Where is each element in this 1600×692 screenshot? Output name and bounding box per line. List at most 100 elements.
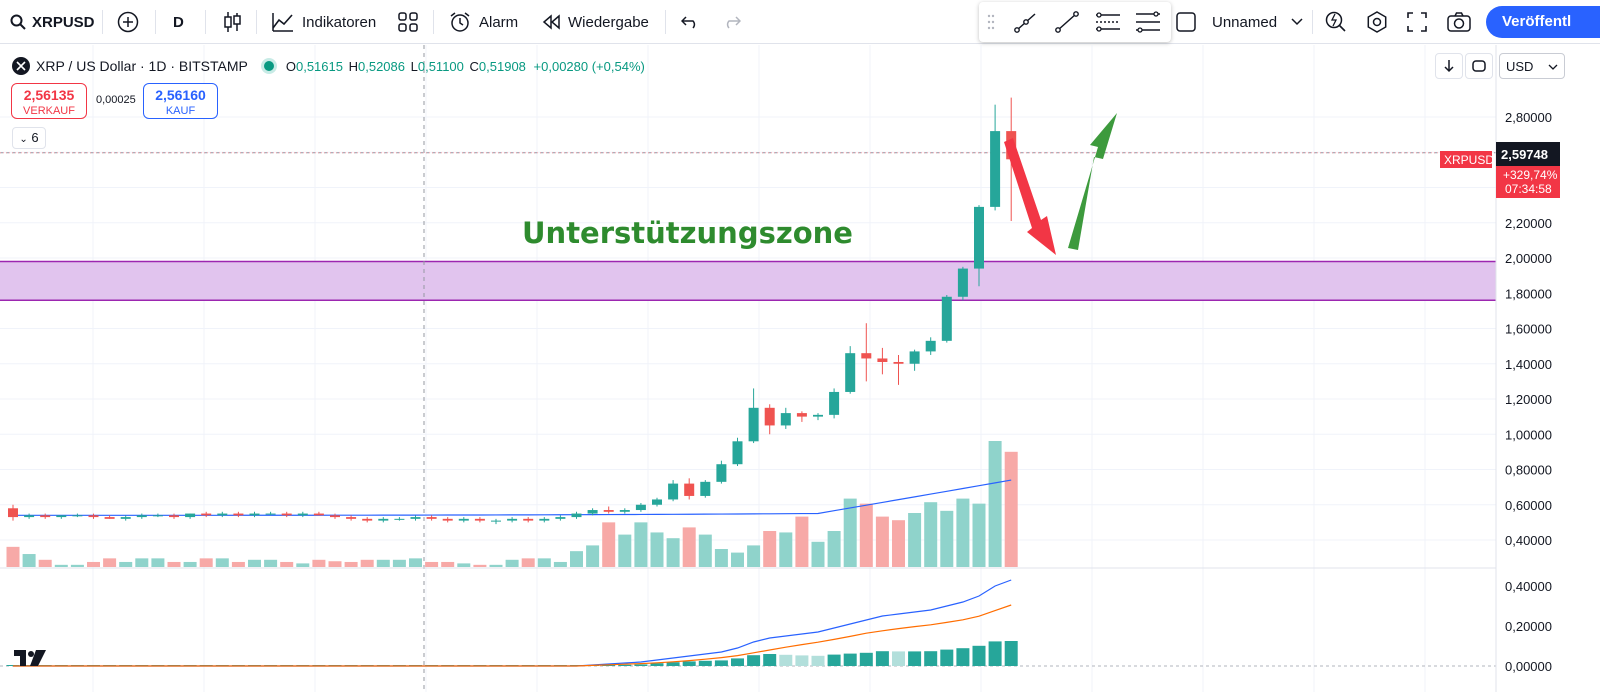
redo-button[interactable] xyxy=(723,0,741,44)
volume-bar xyxy=(553,561,567,567)
fullscreen-button[interactable] xyxy=(1407,0,1427,44)
candle-body xyxy=(217,513,228,516)
macd-hist-bar xyxy=(618,664,632,666)
candle-body xyxy=(893,361,904,364)
macd-tick-label: 0,00000 xyxy=(1505,659,1552,674)
tradingview-logo xyxy=(14,650,46,666)
green-up-arrow-icon xyxy=(1068,113,1117,250)
support-zone[interactable] xyxy=(0,261,1496,301)
ray-tool[interactable] xyxy=(1055,11,1079,38)
candle xyxy=(571,511,582,519)
market-status-dot[interactable] xyxy=(263,61,274,71)
price-chart[interactable]: Unterstützungszone 2,800002,600002,40000… xyxy=(0,45,1600,692)
ohlc-high-label: H xyxy=(348,58,358,74)
chart-type-button[interactable] xyxy=(222,0,242,44)
candle-body xyxy=(925,340,936,352)
spread-value: 0,00025 xyxy=(96,94,136,106)
volume-bar xyxy=(119,561,133,567)
volume-bar xyxy=(602,522,616,567)
volume-bar xyxy=(747,545,761,567)
macd-hist-bar xyxy=(875,651,889,666)
square-icon xyxy=(1176,12,1196,32)
grid-icon xyxy=(398,12,418,32)
candle xyxy=(233,511,244,518)
ohlc-close-value: 0,51908 xyxy=(478,58,526,74)
fib-tool[interactable] xyxy=(1135,11,1161,38)
axis-current-change: +329,74% xyxy=(1503,168,1558,182)
indicators-label: Indikatoren xyxy=(302,13,377,31)
volume-bar xyxy=(618,534,632,567)
macd-axis[interactable]: 0,40000 0,20000 0,00000 xyxy=(1505,579,1552,674)
volume-bar xyxy=(328,561,342,567)
layout-name: Unnamed xyxy=(1212,13,1278,31)
candle xyxy=(136,513,147,519)
parallel-channel-tool[interactable] xyxy=(1095,11,1121,38)
plus-circle-icon xyxy=(117,11,139,33)
fib-retracement-icon xyxy=(1136,11,1160,33)
candlestick-series xyxy=(8,97,1017,525)
snapshot-button[interactable] xyxy=(1447,0,1471,44)
axis-symbol-label: XRPUSD xyxy=(1444,153,1494,167)
support-zone-label: Unterstützungszone xyxy=(522,216,853,250)
macd-hist-bar xyxy=(634,664,648,666)
candle xyxy=(394,517,405,521)
candle-body xyxy=(297,513,308,516)
macd-hist-bar xyxy=(859,652,873,666)
lightning-search-icon xyxy=(1325,11,1346,32)
candle-body xyxy=(507,518,518,521)
top-toolbar: XRPUSD D Indikatoren Alarm Wiedergabe xyxy=(0,0,1600,44)
candle xyxy=(185,513,196,519)
candle-body xyxy=(635,504,646,511)
publish-button[interactable]: Veröffentl xyxy=(1486,6,1600,38)
indicators-button[interactable]: Indikatoren xyxy=(272,0,376,44)
legend-title[interactable]: XRP / US Dollar · 1D · BITSTAMP xyxy=(36,58,248,74)
candle-body xyxy=(169,515,179,518)
replay-button[interactable]: Wiedergabe xyxy=(542,0,649,44)
alarm-button[interactable]: Alarm xyxy=(449,0,518,44)
candle xyxy=(507,517,518,523)
candle-body xyxy=(104,517,115,519)
candle-body xyxy=(378,518,389,521)
candle-body xyxy=(716,464,727,482)
macd-hist-bar xyxy=(731,658,744,666)
symbol-search-button[interactable]: XRPUSD xyxy=(10,0,95,44)
candle xyxy=(845,346,856,394)
candle xyxy=(104,515,115,519)
candle xyxy=(297,511,308,518)
reset-chart-button[interactable] xyxy=(1465,53,1493,79)
layout-select-checkbox[interactable] xyxy=(1176,0,1196,44)
interval-button[interactable]: D xyxy=(173,0,184,44)
templates-button[interactable] xyxy=(398,0,418,44)
candle-body xyxy=(313,513,324,516)
macd-hist-bar xyxy=(988,641,1002,666)
candle-body xyxy=(152,515,163,517)
interval-label: D xyxy=(173,13,184,31)
volume-bar xyxy=(360,559,374,567)
candle-body xyxy=(233,513,244,516)
candle-body xyxy=(748,407,759,442)
layout-name-button[interactable]: Unnamed xyxy=(1212,0,1303,44)
ray-line-icon xyxy=(1055,11,1079,33)
macd-hist-bar xyxy=(602,665,616,666)
buy-button[interactable]: 2,56160 KAUF xyxy=(143,83,218,119)
volume-bar xyxy=(827,531,841,567)
trend-line-tool[interactable] xyxy=(1014,11,1038,38)
currency-select[interactable]: USD xyxy=(1499,53,1565,79)
scroll-to-realtime-button[interactable] xyxy=(1435,53,1463,79)
candle xyxy=(764,404,775,435)
compare-symbol-button[interactable] xyxy=(117,0,139,44)
drag-handle-icon[interactable] xyxy=(987,14,995,35)
settings-button[interactable] xyxy=(1366,0,1388,44)
sell-button[interactable]: 2,56135 VERKAUF xyxy=(11,83,87,119)
volume-bars xyxy=(6,441,1018,567)
indicators-collapse-button[interactable]: ⌄ 6 xyxy=(12,127,46,149)
red-down-arrow-icon xyxy=(1004,138,1056,255)
candle xyxy=(780,407,791,429)
candle xyxy=(668,480,679,502)
candle-body xyxy=(201,513,212,516)
volume-bar xyxy=(6,546,20,567)
candle-body xyxy=(780,413,791,426)
undo-button[interactable] xyxy=(681,0,699,44)
candle-body xyxy=(668,483,679,500)
quick-search-button[interactable] xyxy=(1325,0,1347,44)
